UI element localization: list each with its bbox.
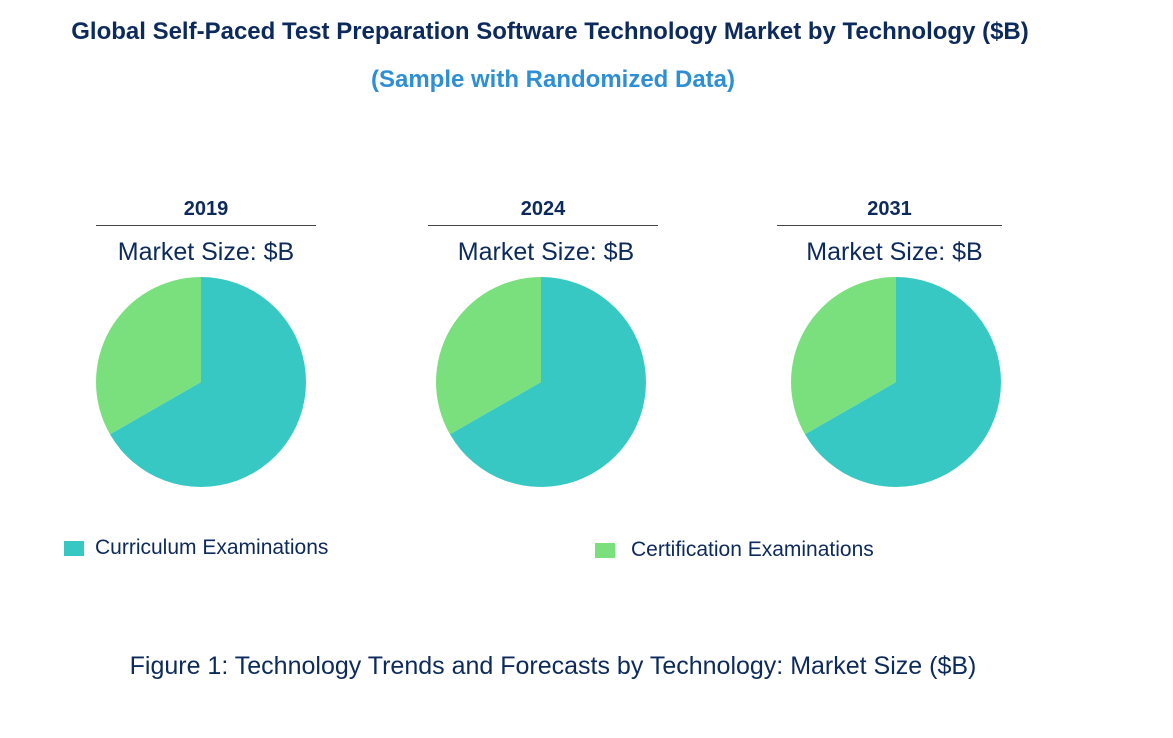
pie-slice-2031-curriculum: [804, 277, 1002, 488]
pie-slice-2019-certification: [95, 277, 201, 435]
pie-slice-2024-curriculum: [449, 277, 646, 488]
pie-year-2031: 2031: [777, 198, 1002, 226]
chart-title: Global Self-Paced Test Preparation Softw…: [71, 18, 1029, 45]
pie-slice-2019-curriculum: [109, 277, 306, 488]
pie-slice-2024-certification: [436, 277, 541, 435]
pie-year-2019: 2019: [96, 198, 316, 226]
market-size-label-2024: Market Size: $B: [457, 238, 635, 266]
market-size-label-2031: Market Size: $B: [806, 238, 983, 266]
legend-swatch-certification: [595, 542, 615, 558]
legend-swatch-curriculum: [64, 540, 84, 556]
pie-slice-2031-certification: [791, 277, 896, 435]
legend-item-curriculum: Curriculum Examinations: [64, 536, 328, 560]
legend-label-curriculum: Curriculum Examinations: [95, 536, 329, 559]
legend-label-certification: Certification Examinations: [631, 538, 874, 561]
legend-item-certification: Certification Examinations: [595, 538, 874, 562]
figure-caption: Figure 1: Technology Trends and Forecast…: [129, 652, 977, 680]
pie-year-2024: 2024: [428, 198, 658, 226]
chart-subtitle: (Sample with Randomized Data): [370, 66, 736, 93]
market-size-label-2019: Market Size: $B: [117, 238, 295, 266]
